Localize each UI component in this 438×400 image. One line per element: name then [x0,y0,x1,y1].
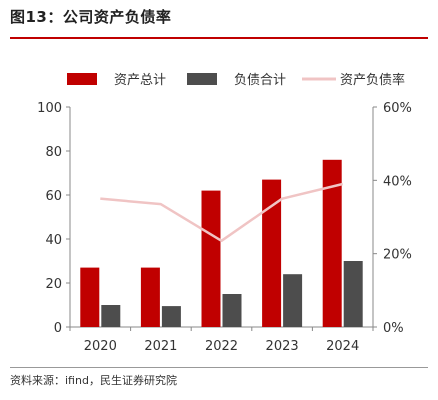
line-debt-ratio [100,182,343,243]
legend-swatch-total-assets [67,73,97,85]
left-tick-label: 80 [45,145,62,160]
source-note: 资料来源：ifind，民生证券研究院 [10,374,177,387]
bar-total-assets [140,267,160,327]
bar-total-liabilities [283,274,303,327]
right-tick-label: 60% [383,101,412,116]
source-rule [10,367,428,368]
bar-total-liabilities [161,306,181,327]
title-rule [10,37,428,39]
left-tick-label: 100 [37,101,62,116]
legend: 资产总计 负债合计 资产负债率 [67,72,405,88]
legend-label-total-liabilities: 负债合计 [234,73,286,88]
x-tick-label: 2024 [326,339,359,354]
x-tick-label: 2020 [84,339,117,354]
figure-title: 图13：公司资产负债率 [10,8,172,26]
left-tick-label: 0 [54,321,62,336]
bar-total-liabilities [343,261,363,327]
right-tick-label: 20% [383,248,412,263]
left-tick-label: 20 [45,277,62,292]
x-tick-label: 2021 [144,339,177,354]
x-tick-label: 2022 [205,339,238,354]
left-tick-label: 60 [45,189,62,204]
legend-swatch-total-liabilities [187,73,217,85]
legend-label-total-assets: 资产总计 [114,73,166,88]
bar-total-assets [80,267,100,327]
x-tick-label: 2023 [266,339,299,354]
bar-total-liabilities [222,294,242,327]
bars [80,159,363,327]
legend-label-debt-ratio: 资产负债率 [340,72,405,88]
bar-total-assets [262,179,282,327]
bar-total-liabilities [101,305,121,327]
bar-total-assets [201,190,221,327]
bar-total-assets [322,159,342,327]
axes: 0 20 40 60 80 100 0% 20% 40% 60% 2020 2021 2022 2023 2… [37,101,412,354]
debt-ratio-line [100,182,343,243]
right-tick-label: 40% [383,174,412,189]
right-tick-label: 0% [383,321,404,336]
left-tick-label: 40 [45,233,62,248]
